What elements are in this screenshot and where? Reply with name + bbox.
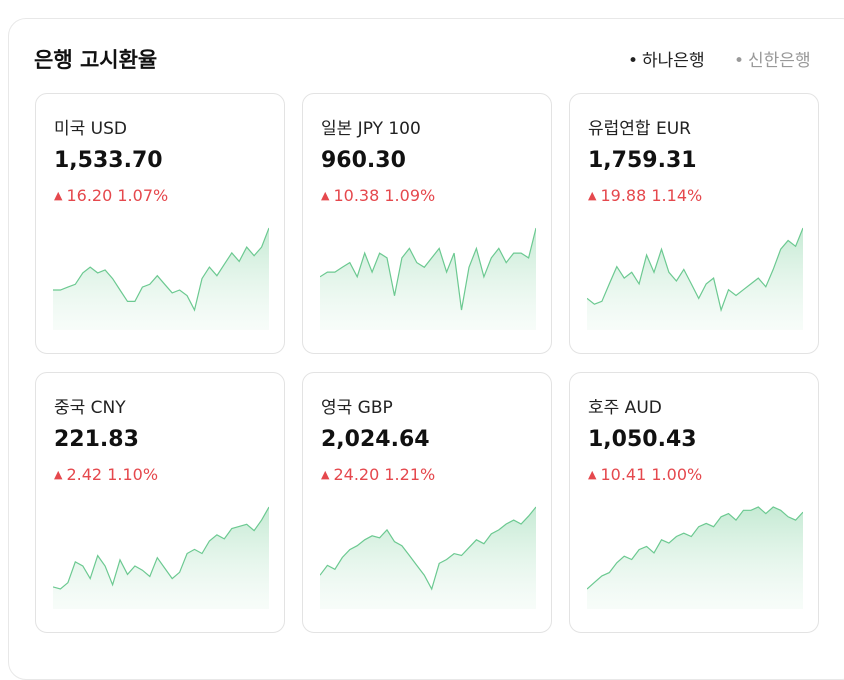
change-percent: 1.10% bbox=[107, 465, 159, 484]
currency-name: 중국 CNY bbox=[54, 398, 126, 418]
rate-card[interactable]: 호주 AUD 1,050.43 ▲ 10.41 1.00% bbox=[569, 372, 819, 633]
change-percent: 1.00% bbox=[651, 465, 703, 484]
change-amount: 10.41 bbox=[600, 465, 647, 484]
sparkline-line bbox=[320, 227, 536, 311]
rate-value: 1,050.43 bbox=[588, 427, 697, 452]
change-amount: 16.20 bbox=[66, 186, 113, 205]
change-amount: 2.42 bbox=[66, 465, 103, 484]
sparkline-line bbox=[53, 506, 269, 590]
rate-card[interactable]: 일본 JPY 100 960.30 ▲ 10.38 1.09% bbox=[302, 93, 552, 354]
rate-value: 2,024.64 bbox=[321, 427, 430, 452]
sparkline bbox=[320, 227, 536, 330]
currency-name: 미국 USD bbox=[54, 119, 128, 139]
rate-change: ▲ 10.41 1.00% bbox=[588, 465, 702, 484]
sparkline-line bbox=[587, 506, 803, 590]
up-arrow: ▲ bbox=[54, 189, 63, 202]
currency-name: 영국 GBP bbox=[321, 398, 393, 418]
rate-change: ▲ 19.88 1.14% bbox=[588, 186, 702, 205]
change-percent: 1.09% bbox=[384, 186, 436, 205]
sparkline bbox=[320, 506, 536, 609]
sparkline bbox=[587, 506, 803, 609]
rate-card[interactable]: 영국 GBP 2,024.64 ▲ 24.20 1.21% bbox=[302, 372, 552, 633]
sparkline-area bbox=[53, 228, 269, 330]
currency-name: 유럽연합 EUR bbox=[588, 119, 691, 139]
up-arrow: ▲ bbox=[321, 189, 330, 202]
sparkline bbox=[53, 227, 269, 330]
sparkline-area bbox=[320, 228, 536, 330]
change-percent: 1.14% bbox=[651, 186, 703, 205]
up-arrow: ▲ bbox=[588, 189, 597, 202]
change-percent: 1.07% bbox=[117, 186, 169, 205]
sparkline-area bbox=[320, 507, 536, 609]
rate-card[interactable]: 미국 USD 1,533.70 ▲ 16.20 1.07% bbox=[35, 93, 285, 354]
bank-tab[interactable]: 신한은행 bbox=[734, 46, 811, 71]
rate-change: ▲ 24.20 1.21% bbox=[321, 465, 435, 484]
up-arrow: ▲ bbox=[588, 468, 597, 481]
sparkline bbox=[587, 227, 803, 330]
rate-change: ▲ 10.38 1.09% bbox=[321, 186, 435, 205]
sparkline-line bbox=[320, 506, 536, 591]
change-percent: 1.21% bbox=[384, 465, 436, 484]
rate-change: ▲ 16.20 1.07% bbox=[54, 186, 168, 205]
sparkline-line bbox=[587, 227, 803, 313]
sparkline-area bbox=[587, 507, 803, 609]
up-arrow: ▲ bbox=[54, 468, 63, 481]
up-arrow: ▲ bbox=[321, 468, 330, 481]
rate-change: ▲ 2.42 1.10% bbox=[54, 465, 158, 484]
rate-value: 1,533.70 bbox=[54, 148, 163, 173]
change-amount: 19.88 bbox=[600, 186, 647, 205]
rate-card[interactable]: 중국 CNY 221.83 ▲ 2.42 1.10% bbox=[35, 372, 285, 633]
panel-title: 은행 고시환율 bbox=[34, 48, 158, 72]
change-amount: 24.20 bbox=[333, 465, 380, 484]
sparkline bbox=[53, 506, 269, 609]
change-amount: 10.38 bbox=[333, 186, 380, 205]
rate-value: 960.30 bbox=[321, 148, 406, 173]
currency-name: 호주 AUD bbox=[588, 398, 662, 418]
rate-value: 1,759.31 bbox=[588, 148, 697, 173]
sparkline-line bbox=[53, 227, 269, 312]
currency-name: 일본 JPY 100 bbox=[321, 119, 421, 139]
sparkline-area bbox=[53, 507, 269, 609]
bank-tab[interactable]: 하나은행 bbox=[628, 46, 705, 71]
sparkline-area bbox=[587, 228, 803, 330]
rate-card[interactable]: 유럽연합 EUR 1,759.31 ▲ 19.88 1.14% bbox=[569, 93, 819, 354]
rate-value: 221.83 bbox=[54, 427, 139, 452]
